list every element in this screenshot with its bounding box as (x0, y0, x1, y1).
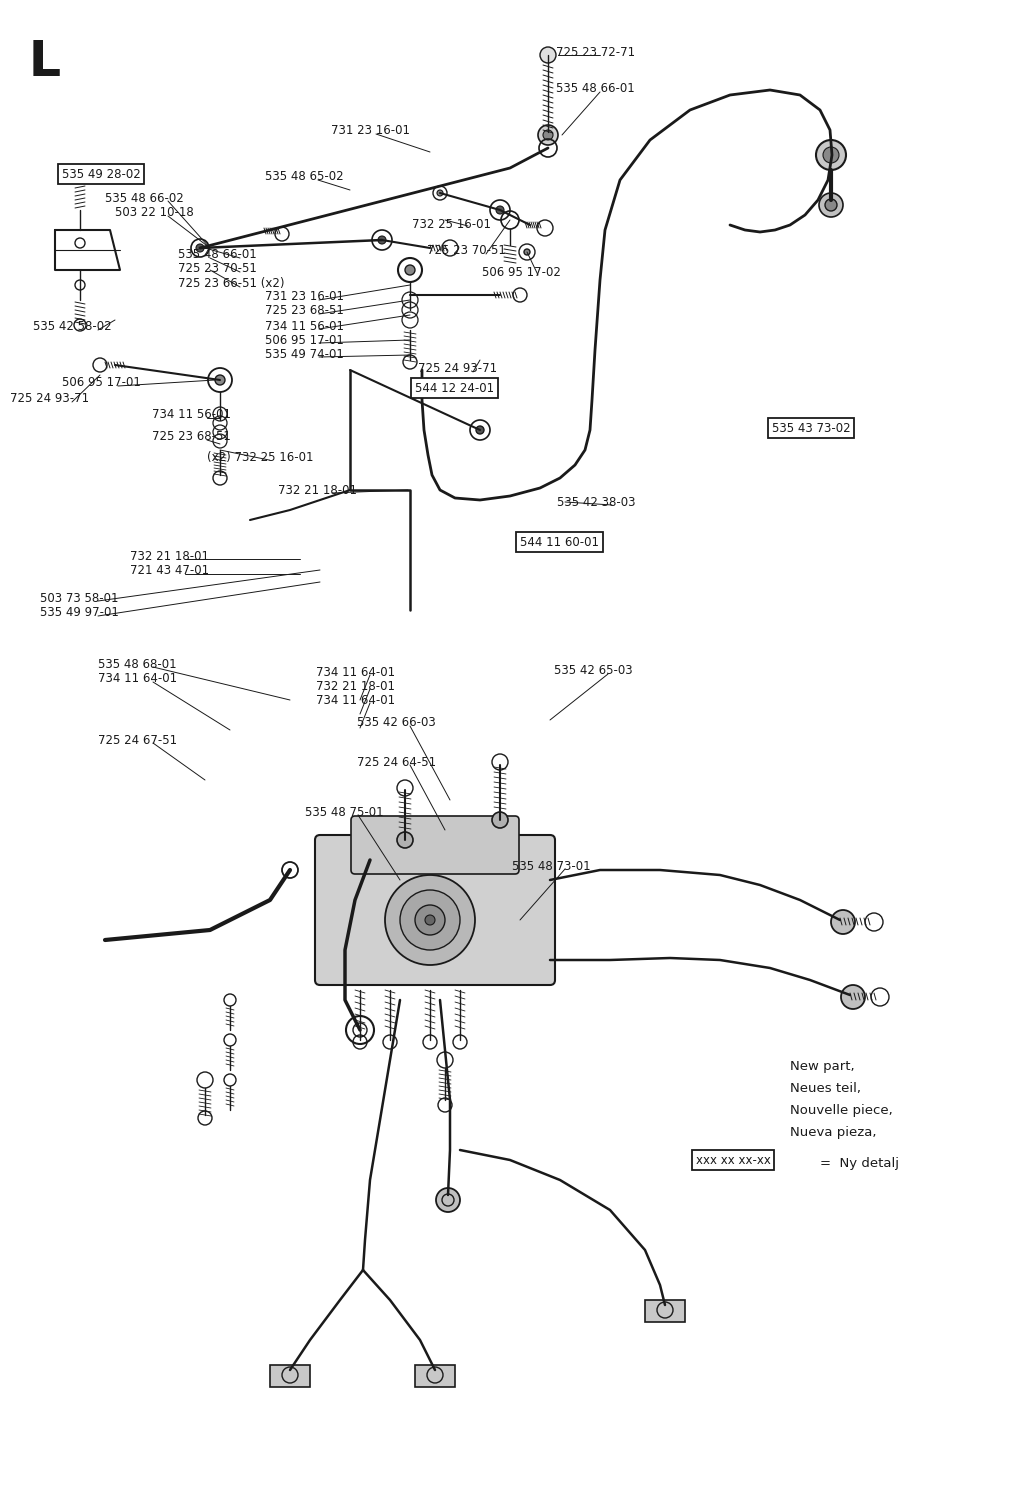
Text: 535 48 65-02: 535 48 65-02 (265, 171, 344, 184)
Text: New part,: New part, (790, 1060, 855, 1073)
Circle shape (841, 985, 865, 1009)
Text: 725 23 70-51: 725 23 70-51 (178, 262, 257, 275)
Text: 535 42 38-03: 535 42 38-03 (557, 496, 636, 509)
Text: 731 23 16-01: 731 23 16-01 (331, 124, 410, 138)
Circle shape (823, 147, 839, 163)
Text: 535 48 66-02: 535 48 66-02 (105, 192, 183, 205)
Circle shape (400, 891, 460, 951)
Text: xxx xx xx-xx: xxx xx xx-xx (696, 1154, 771, 1166)
Text: 725 23 70-51: 725 23 70-51 (427, 244, 506, 257)
Circle shape (819, 193, 843, 217)
Text: 506 95 17-01: 506 95 17-01 (265, 334, 344, 346)
Text: 506 95 17-01: 506 95 17-01 (62, 377, 141, 389)
Circle shape (378, 237, 386, 244)
Text: 734 11 56-01: 734 11 56-01 (152, 409, 231, 422)
Text: 503 22 10-18: 503 22 10-18 (115, 207, 194, 220)
Text: Neues teil,: Neues teil, (790, 1082, 861, 1094)
Text: 725 24 93-71: 725 24 93-71 (418, 362, 497, 376)
Text: 506 95 17-02: 506 95 17-02 (482, 265, 561, 278)
Text: 535 49 28-02: 535 49 28-02 (62, 168, 140, 181)
Text: L: L (28, 37, 59, 85)
Text: (x2) 732 25 16-01: (x2) 732 25 16-01 (207, 451, 313, 464)
Circle shape (492, 811, 508, 828)
Text: 732 25 16-01: 732 25 16-01 (412, 217, 490, 231)
Text: 725 23 72-71: 725 23 72-71 (556, 45, 635, 58)
Circle shape (437, 190, 443, 196)
Text: Nueva pieza,: Nueva pieza, (790, 1126, 877, 1139)
Text: 725 24 64-51: 725 24 64-51 (357, 756, 436, 768)
Circle shape (825, 199, 837, 211)
Circle shape (543, 130, 553, 141)
Text: 725 23 66-51 (x2): 725 23 66-51 (x2) (178, 277, 285, 290)
Circle shape (406, 265, 415, 275)
Text: 732 21 18-01: 732 21 18-01 (316, 680, 395, 693)
Text: 731 23 16-01: 731 23 16-01 (265, 290, 344, 304)
Text: Nouvelle piece,: Nouvelle piece, (790, 1103, 893, 1117)
Circle shape (496, 207, 504, 214)
Circle shape (538, 126, 558, 145)
Circle shape (476, 427, 484, 434)
Circle shape (831, 910, 855, 934)
Text: L: L (28, 37, 59, 85)
Circle shape (196, 244, 204, 251)
Bar (645, 1299, 685, 1322)
Text: =  Ny detalj: = Ny detalj (820, 1157, 899, 1169)
Text: 535 48 66-01: 535 48 66-01 (178, 247, 257, 260)
Text: 732 21 18-01: 732 21 18-01 (278, 484, 357, 497)
Text: 535 42 66-03: 535 42 66-03 (357, 717, 436, 729)
Text: 544 12 24-01: 544 12 24-01 (415, 382, 495, 395)
Text: 535 48 73-01: 535 48 73-01 (512, 859, 591, 873)
FancyBboxPatch shape (351, 816, 519, 874)
Circle shape (425, 915, 435, 925)
Circle shape (397, 832, 413, 847)
FancyBboxPatch shape (315, 835, 555, 985)
Circle shape (540, 46, 556, 63)
Text: 725 24 93-71: 725 24 93-71 (10, 392, 89, 406)
Text: 535 43 73-02: 535 43 73-02 (772, 422, 851, 434)
Text: 503 73 58-01: 503 73 58-01 (40, 591, 119, 605)
Text: 535 48 68-01: 535 48 68-01 (98, 657, 176, 671)
Circle shape (415, 906, 445, 936)
Text: 535 49 74-01: 535 49 74-01 (265, 347, 344, 361)
Text: 535 48 75-01: 535 48 75-01 (305, 805, 384, 819)
Circle shape (436, 1189, 460, 1213)
Text: 725 24 67-51: 725 24 67-51 (98, 734, 177, 747)
Text: 725 23 68-51: 725 23 68-51 (152, 431, 230, 443)
Text: 732 21 18-01: 732 21 18-01 (130, 549, 209, 563)
Text: 734 11 56-01: 734 11 56-01 (265, 319, 344, 332)
Text: 535 49 97-01: 535 49 97-01 (40, 606, 119, 620)
Circle shape (816, 141, 846, 171)
Text: 535 42 58-02: 535 42 58-02 (33, 319, 112, 332)
Text: 725 23 68-51: 725 23 68-51 (265, 304, 344, 317)
Text: 734 11 64-01: 734 11 64-01 (316, 666, 395, 678)
Circle shape (215, 376, 225, 385)
Text: 734 11 64-01: 734 11 64-01 (98, 672, 177, 686)
Circle shape (524, 249, 530, 254)
Bar (415, 1365, 455, 1388)
Bar (270, 1365, 310, 1388)
Text: 535 48 66-01: 535 48 66-01 (556, 81, 635, 94)
Text: 721 43 47-01: 721 43 47-01 (130, 564, 209, 578)
Circle shape (385, 876, 475, 966)
Text: 544 11 60-01: 544 11 60-01 (520, 536, 599, 548)
Text: 734 11 64-01: 734 11 64-01 (316, 693, 395, 707)
Text: 535 42 65-03: 535 42 65-03 (554, 665, 633, 678)
